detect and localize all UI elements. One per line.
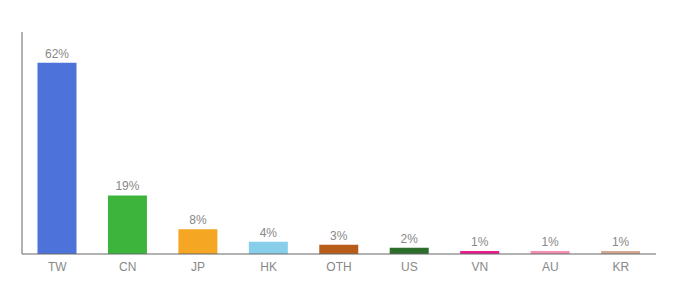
svg-text:1%: 1%	[612, 235, 630, 249]
svg-text:JP: JP	[191, 260, 205, 274]
svg-text:2%: 2%	[401, 232, 419, 246]
svg-text:19%: 19%	[115, 179, 139, 193]
svg-text:TW: TW	[48, 260, 67, 274]
svg-text:4%: 4%	[260, 226, 278, 240]
svg-text:OTH: OTH	[326, 260, 351, 274]
svg-text:VN: VN	[472, 260, 489, 274]
svg-text:AU: AU	[542, 260, 559, 274]
svg-text:HK: HK	[260, 260, 277, 274]
svg-text:1%: 1%	[471, 235, 489, 249]
svg-text:62%: 62%	[45, 47, 69, 61]
svg-text:1%: 1%	[541, 235, 559, 249]
svg-text:3%: 3%	[330, 229, 348, 243]
svg-text:CN: CN	[119, 260, 136, 274]
svg-text:US: US	[401, 260, 418, 274]
svg-text:KR: KR	[612, 260, 629, 274]
svg-text:8%: 8%	[189, 213, 207, 227]
